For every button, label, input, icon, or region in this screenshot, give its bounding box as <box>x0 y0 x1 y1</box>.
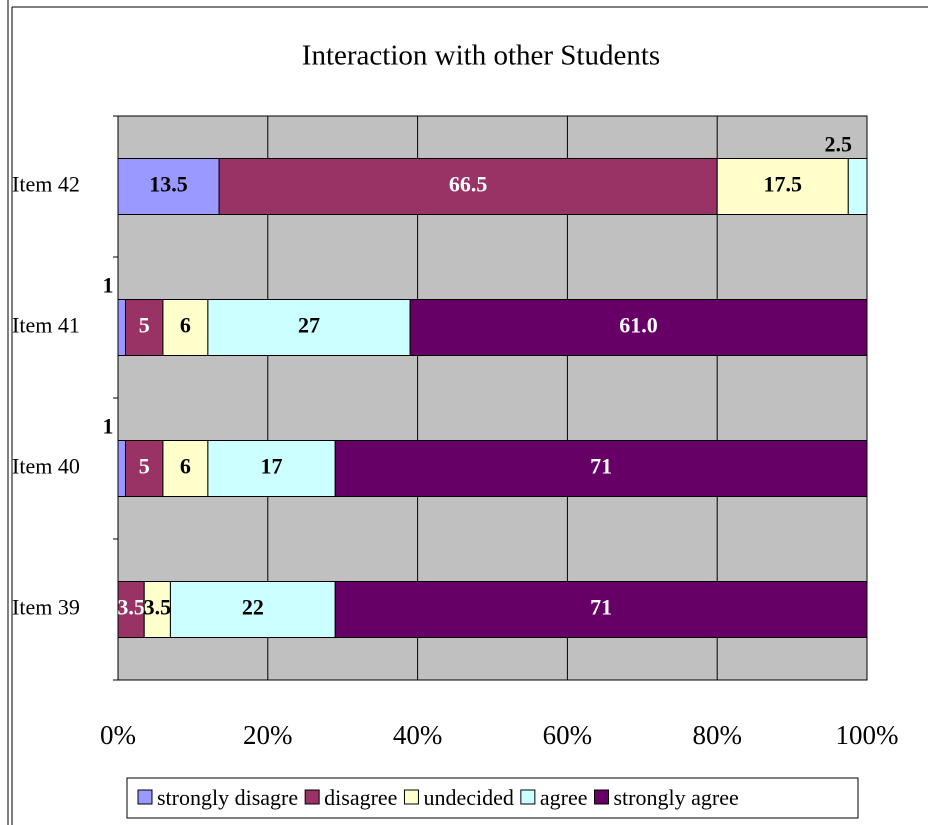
bar-segment <box>162 440 209 497</box>
bar-segment <box>169 581 336 638</box>
data-label: 3.5 <box>144 595 172 620</box>
x-tick-label: 0% <box>100 720 136 750</box>
bar-segment <box>117 299 126 356</box>
legend-swatch <box>403 789 419 805</box>
data-label: 17 <box>261 454 283 479</box>
bar-segment <box>117 581 145 638</box>
legend-label: disagree <box>324 785 397 810</box>
data-label: 6 <box>180 313 191 338</box>
bar-segment <box>117 440 126 497</box>
x-tick-label: 20% <box>243 720 293 750</box>
data-label: 1 <box>103 414 114 439</box>
data-label: 6 <box>180 454 191 479</box>
bar-segment <box>847 158 868 215</box>
legend-box <box>126 777 859 819</box>
bar-segment <box>162 299 209 356</box>
legend-swatch <box>520 789 536 805</box>
data-label: 71 <box>590 595 612 620</box>
data-label: 1 <box>103 273 114 298</box>
legend-label: agree <box>540 785 588 810</box>
bar-segment <box>143 581 171 638</box>
bar-segment <box>218 158 718 215</box>
bar-segment <box>409 299 868 356</box>
data-label: 13.5 <box>149 172 188 197</box>
bar-segment <box>207 440 336 497</box>
data-label: 61.0 <box>619 313 658 338</box>
bar-segment <box>334 581 868 638</box>
bar-segment <box>207 299 411 356</box>
data-label: 71 <box>590 454 612 479</box>
x-tick-label: 40% <box>393 720 443 750</box>
legend-label: strongly agree <box>613 785 738 810</box>
data-label: 27 <box>298 313 320 338</box>
x-tick-label: 80% <box>692 720 742 750</box>
data-label: 5 <box>139 454 150 479</box>
y-tick-label: Item 41 <box>12 313 80 338</box>
x-tick-label: 100% <box>836 720 899 750</box>
legend-swatch <box>593 789 609 805</box>
y-tick-label: Item 40 <box>12 454 80 479</box>
data-label: 22 <box>242 595 264 620</box>
chart-title: Interaction with other Students <box>302 40 660 72</box>
data-label: 66.5 <box>449 172 488 197</box>
legend-label: strongly disagre <box>157 785 298 810</box>
y-tick-label: Item 39 <box>12 595 80 620</box>
legend-swatch <box>304 789 320 805</box>
data-label: 17.5 <box>763 172 802 197</box>
data-label: 3.5 <box>117 595 145 620</box>
x-tick-label: 60% <box>543 720 593 750</box>
legend-label: undecided <box>423 785 513 810</box>
y-tick-label: Item 42 <box>12 172 80 197</box>
data-label: 2.5 <box>825 132 853 157</box>
legend-swatch <box>137 789 153 805</box>
bar-segment <box>334 440 868 497</box>
data-label: 5 <box>139 313 150 338</box>
